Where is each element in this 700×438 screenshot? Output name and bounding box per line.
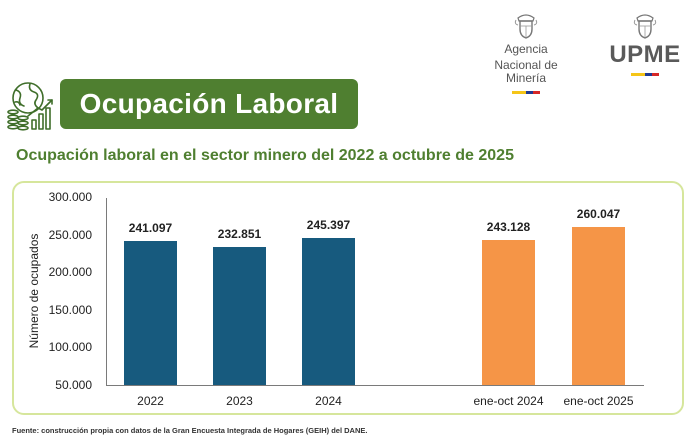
upme-name: UPME <box>609 41 681 68</box>
bar-value-label: 260.047 <box>576 207 621 222</box>
upme-logo: UPME <box>600 12 690 76</box>
y-tick-label: 250.000 <box>48 227 92 242</box>
x-tick-label: 2023 <box>226 394 253 408</box>
colombia-flag-bar <box>512 91 540 94</box>
anm-name-line-1: Agencia <box>504 42 548 56</box>
bar-ene-oct-2025 <box>572 227 625 385</box>
anm-name-line-2: Nacional de Minería <box>494 58 558 85</box>
bar-value-label: 232.851 <box>217 227 262 242</box>
y-tick-label: 200.000 <box>48 265 92 280</box>
bar-value-label: 243.128 <box>486 219 531 234</box>
bar-2022 <box>124 241 177 385</box>
colombia-flag-bar <box>631 73 659 76</box>
bar-ene-oct-2024 <box>482 239 535 385</box>
x-tick-label: ene-oct 2024 <box>473 394 544 408</box>
coat-of-arms-icon <box>514 14 538 39</box>
bar-value-label: 245.397 <box>306 218 351 233</box>
x-tick-label: ene-oct 2025 <box>563 394 634 408</box>
bar-value-label: 241.097 <box>128 221 173 236</box>
y-axis-label: Número de ocupados <box>27 233 41 349</box>
globe-coins-growth-chart-icon <box>7 82 53 131</box>
x-tick-label: 2024 <box>315 394 342 408</box>
y-tick-label: 50.000 <box>55 378 92 392</box>
chart-frame <box>12 181 684 415</box>
y-tick-label: 100.000 <box>48 340 92 355</box>
bar-2024 <box>302 238 355 385</box>
y-tick-label: 150.000 <box>48 302 92 317</box>
chart-title: Ocupación laboral en el sector minero de… <box>16 147 514 164</box>
agencia-nacional-de-mineria-logo: Agencia Nacional de Minería <box>478 12 574 94</box>
coat-of-arms-icon <box>633 14 657 39</box>
x-axis-line <box>106 385 644 386</box>
y-tick-label: 300.000 <box>48 190 92 204</box>
source-note: Fuente: construcción propia con datos de… <box>12 426 368 435</box>
y-axis-line <box>106 198 107 386</box>
bar-2023 <box>213 247 266 385</box>
section-title-banner: Ocupación Laboral <box>60 79 358 129</box>
x-tick-label: 2022 <box>137 394 164 408</box>
